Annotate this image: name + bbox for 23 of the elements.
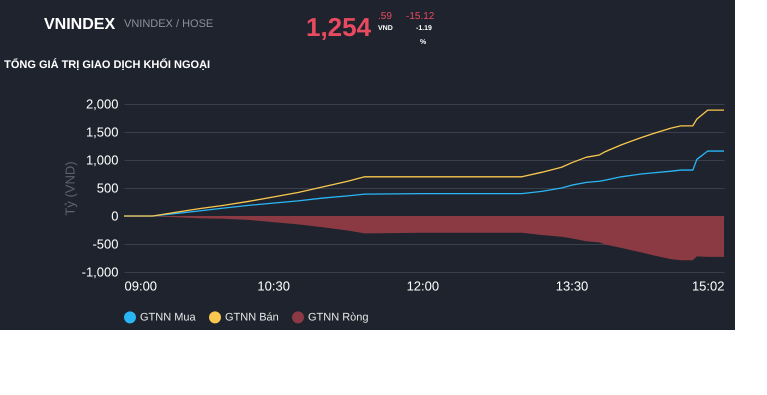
text: -15.12 <box>406 11 435 22</box>
legend-label: GTNN Mua <box>140 311 196 324</box>
x-tick-label: 13:30 <box>556 278 588 294</box>
y-tick-label: -1,000 <box>82 264 118 280</box>
y-tick-label: 1,000 <box>86 152 118 168</box>
x-tick-label: 12:00 <box>406 278 440 294</box>
y-tick-label: 0 <box>111 208 118 224</box>
legend-label: GTNN Bán <box>225 311 279 324</box>
y-axis-title: Tỷ (VND) <box>62 161 78 216</box>
legend-label: GTNN Ròng <box>308 311 369 324</box>
text: VNINDEX / HOSE <box>124 18 214 30</box>
y-tick-label: -500 <box>92 236 118 252</box>
x-tick-label: 09:00 <box>124 278 158 294</box>
text: VNINDEX <box>44 16 116 33</box>
y-tick-label: 1,500 <box>86 124 118 140</box>
text: 1,254 <box>306 12 372 42</box>
x-tick-label: 15:02 <box>692 278 724 294</box>
line-series <box>123 110 725 217</box>
y-tick-label: 2,000 <box>86 96 118 112</box>
text: .59 <box>378 11 392 22</box>
chart-title: TỔNG GIÁ TRỊ GIAO DỊCH KHỐI NGOẠI <box>4 58 210 71</box>
x-tick-label: 10:30 <box>257 278 290 294</box>
y-tick-label: 500 <box>96 180 118 196</box>
